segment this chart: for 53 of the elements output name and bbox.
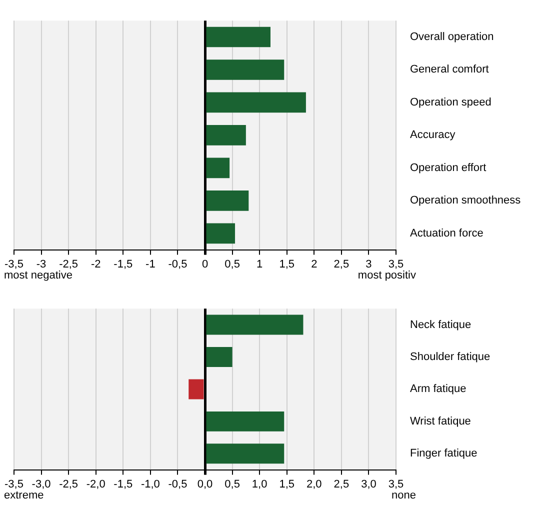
x-tick-label: -2,5 (59, 478, 78, 490)
y-tick-label: Operation smoothness (410, 194, 522, 207)
bar (206, 125, 246, 146)
x-tick-label: 1,0 (252, 478, 268, 490)
x-tick-label: 2,0 (306, 478, 322, 490)
bar (206, 158, 230, 178)
bar (206, 60, 284, 80)
bar (206, 190, 249, 211)
text: most negative (4, 269, 72, 282)
x-tick-label: 0,5 (224, 258, 240, 270)
x-tick-label: 1,5 (279, 258, 295, 270)
y-tick-label: Operation effort (410, 162, 486, 174)
x-tick-label: -3 (36, 258, 46, 270)
y-tick-label: Overall operation (410, 31, 494, 44)
text: extreme (4, 489, 44, 502)
x-tick-label: -1 (146, 258, 156, 270)
x-tick-label: -1,5 (114, 258, 133, 270)
x-tick-label: 2,5 (334, 258, 350, 270)
text: none (392, 489, 416, 502)
x-tick-label: -0,5 (168, 478, 188, 490)
y-tick-label: Actuation force (410, 227, 484, 240)
x-tick-label: -1,0 (140, 478, 160, 490)
x-tick-label: -2,5 (59, 258, 78, 270)
y-tick-label: Wrist fatique (410, 415, 471, 428)
x-tick-label: 3,5 (388, 478, 404, 490)
y-tick-label: General comfort (410, 64, 489, 76)
x-tick-label: 2 (311, 258, 318, 270)
x-tick-label: 3 (366, 258, 372, 270)
bar (206, 223, 236, 244)
y-tick-label: Finger fatique (410, 448, 478, 460)
x-tick-label: 1,5 (279, 478, 295, 490)
x-tick-label: -0,5 (168, 258, 188, 270)
x-tick-label: 0 (202, 258, 208, 270)
y-tick-label: Shoulder fatique (410, 350, 490, 363)
y-tick-label: Arm fatique (410, 383, 466, 396)
x-tick-label: -3,5 (4, 258, 24, 270)
x-tick-label: 3,5 (388, 258, 404, 270)
x-tick-label: -3,5 (4, 478, 24, 490)
x-tick-label: 0,5 (224, 478, 240, 490)
x-tick-label: 3,0 (361, 478, 376, 490)
x-tick-label: -2 (90, 258, 101, 270)
x-tick-label: -1,5 (114, 478, 133, 490)
x-tick-label: 2,5 (334, 478, 350, 490)
y-tick-label: Accuracy (410, 129, 456, 142)
bar (206, 26, 270, 48)
x-tick-label: 0,0 (197, 478, 213, 490)
text: most positiv (358, 269, 416, 282)
y-tick-label: Neck fatique (410, 318, 472, 331)
x-tick-label: -3,0 (32, 478, 51, 490)
bar (206, 92, 306, 113)
y-tick-label: Operation speed (410, 96, 492, 108)
x-tick-label: -2,0 (86, 478, 106, 490)
x-tick-label: 1 (256, 258, 263, 270)
